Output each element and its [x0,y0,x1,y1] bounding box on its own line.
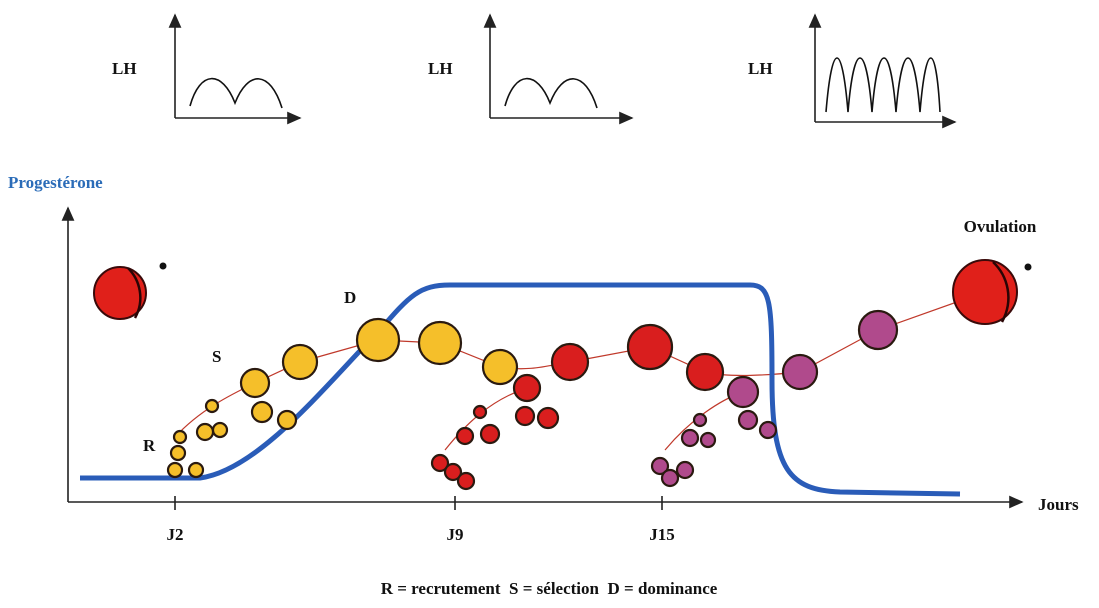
annotation: R [143,436,156,455]
follicle [172,429,188,445]
follicle-path [174,291,986,438]
follicle [430,453,450,473]
ovulating-follicle [93,262,167,320]
follicle [680,428,700,448]
lh-panel: LH [748,13,957,129]
follicle [514,405,536,427]
lh-label: LH [748,59,773,78]
follicle [355,317,401,363]
follicle [211,421,229,439]
follicle [187,461,205,479]
follicle [660,468,680,488]
follicle [204,398,220,414]
follicle [417,320,463,366]
lh-label: LH [428,59,453,78]
follicle [276,409,298,431]
follicle [726,375,760,409]
lh-curve [504,77,598,109]
follicle [481,348,519,386]
follicle [479,423,501,445]
follicle [626,323,674,371]
lh-panel: LH [112,13,302,125]
day-label: J2 [167,525,184,544]
follicle [166,461,184,479]
day-label: J9 [447,525,464,544]
follicle [675,460,695,480]
follicle [857,309,899,351]
follicle [650,456,670,476]
follicle [281,343,319,381]
follicle [250,400,274,424]
follicle [685,352,725,392]
follicle [550,342,590,382]
follicle [512,373,542,403]
legend: R = recrutement S = sélection D = domina… [381,579,718,598]
lh-panel: LH [428,13,634,125]
y-axis-label: Progestérone [8,173,103,192]
follicle [737,409,759,431]
day-ticks [174,496,663,510]
ovulating-follicle [952,259,1032,325]
day-label: J15 [649,525,675,544]
annotation: D [344,288,356,307]
follicle [536,406,560,430]
follicle [239,367,271,399]
ovulation-label: Ovulation [964,217,1037,236]
lh-curve [189,77,283,109]
follicle [456,471,476,491]
follicle [781,353,819,391]
lh-curve [825,57,941,113]
follicle [169,444,187,462]
follicles [166,309,899,491]
follicle [692,412,708,428]
follicle [758,420,778,440]
x-axis-label: Jours [1038,495,1079,514]
follicle [699,431,717,449]
follicle [472,404,488,420]
follicle [455,426,475,446]
lh-label: LH [112,59,137,78]
follicle [443,462,463,482]
follicle [195,422,215,442]
annotation: S [212,347,221,366]
